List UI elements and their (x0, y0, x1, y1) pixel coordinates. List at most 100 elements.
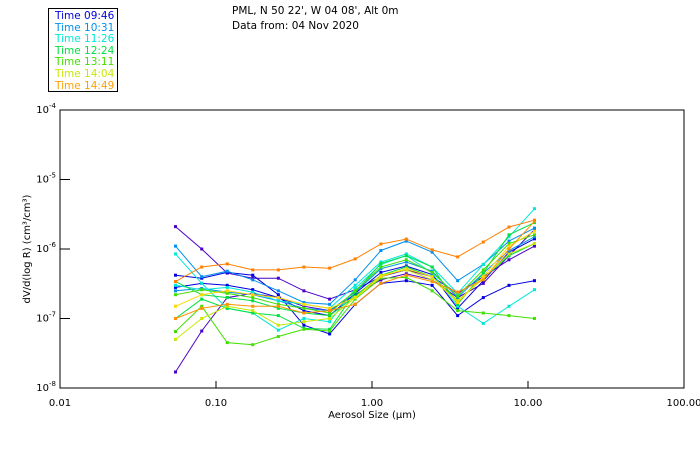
legend-entry: Time 12:24 (55, 44, 115, 57)
data-point (532, 244, 536, 248)
data-point (173, 280, 177, 284)
legend-entry: Time 13:11 (55, 56, 115, 69)
data-point (276, 328, 280, 332)
data-point (507, 233, 511, 237)
data-point (456, 279, 460, 283)
data-point (302, 320, 306, 324)
data-point (251, 309, 255, 313)
data-point (532, 279, 536, 283)
data-point (507, 239, 511, 243)
data-point (379, 281, 383, 285)
data-point (481, 276, 485, 280)
data-point (456, 304, 460, 308)
location-header: PML, N 50 22', W 04 08', Alt 0m (232, 5, 399, 17)
y-tick-label: 10-7 (36, 311, 56, 325)
data-point (430, 248, 434, 252)
data-point (404, 275, 408, 279)
y-tick-label: 10-5 (36, 172, 56, 186)
data-point (302, 311, 306, 315)
data-point (173, 273, 177, 277)
data-point (200, 293, 204, 297)
legend-entry: Time 09:46 (55, 10, 115, 22)
y-axis-label: dV/d(log R) (cm³/cm³) (22, 194, 33, 303)
data-point (302, 323, 306, 327)
data-point (532, 207, 536, 211)
data-point (353, 283, 357, 287)
data-point (404, 252, 408, 256)
series-13 (173, 229, 536, 310)
legend-entry: Time 11:26 (55, 33, 115, 46)
data-point (456, 290, 460, 294)
data-point (251, 311, 255, 315)
data-point (532, 288, 536, 292)
data-point (328, 332, 332, 336)
data-point (200, 306, 204, 310)
data-point (532, 228, 536, 232)
data-point (456, 302, 460, 306)
data-point (225, 283, 229, 287)
data-point (379, 275, 383, 279)
data-point (404, 273, 408, 277)
data-point (379, 276, 383, 280)
data-point (251, 304, 255, 308)
data-point (481, 262, 485, 266)
data-point (302, 289, 306, 293)
data-point (532, 241, 536, 245)
data-point (173, 330, 177, 334)
data-point (404, 239, 408, 243)
legend: Time 09:46 Time 10:31 Time 11:26 Time 12… (48, 8, 118, 92)
data-point (507, 225, 511, 229)
data-point (507, 250, 511, 254)
data-point (251, 343, 255, 347)
data-point (532, 226, 536, 230)
data-point (353, 289, 357, 293)
data-point (404, 279, 408, 283)
data-point (173, 370, 177, 374)
data-point (251, 276, 255, 280)
y-tick-label: 10-6 (36, 241, 56, 255)
data-point (302, 309, 306, 313)
data-point (200, 288, 204, 292)
legend-entry: Time 14:49 (55, 79, 115, 92)
data-point (173, 337, 177, 341)
data-point (430, 250, 434, 254)
data-point (379, 261, 383, 265)
data-point (276, 314, 280, 318)
data-point (276, 304, 280, 308)
data-point (225, 302, 229, 306)
data-point (507, 314, 511, 318)
data-point (173, 252, 177, 256)
data-point (173, 283, 177, 287)
data-point (430, 275, 434, 279)
series-10 (173, 275, 536, 347)
data-point (225, 306, 229, 310)
data-point (173, 293, 177, 297)
data-point (276, 306, 280, 310)
data-point (276, 293, 280, 297)
series-line (175, 222, 535, 330)
legend-entry: Time 10:31 (55, 21, 115, 34)
x-tick-label: 100.00 (667, 398, 700, 409)
data-point (328, 266, 332, 270)
data-point (456, 300, 460, 304)
data-point (328, 302, 332, 306)
x-tick-label: 10.00 (514, 398, 543, 409)
data-point (430, 278, 434, 282)
data-point (302, 265, 306, 269)
data-point (353, 296, 357, 300)
data-point (276, 323, 280, 327)
data-point (328, 320, 332, 324)
data-point (481, 240, 485, 244)
data-point (481, 311, 485, 315)
data-point (200, 329, 204, 333)
data-point (507, 283, 511, 287)
data-point (173, 317, 177, 320)
data-point (532, 237, 536, 241)
series-4 (173, 226, 536, 306)
data-point (353, 302, 357, 306)
data-point (225, 304, 229, 308)
data-point (328, 329, 332, 333)
data-point (430, 265, 434, 269)
data-point (507, 244, 511, 248)
data-point (507, 252, 511, 256)
